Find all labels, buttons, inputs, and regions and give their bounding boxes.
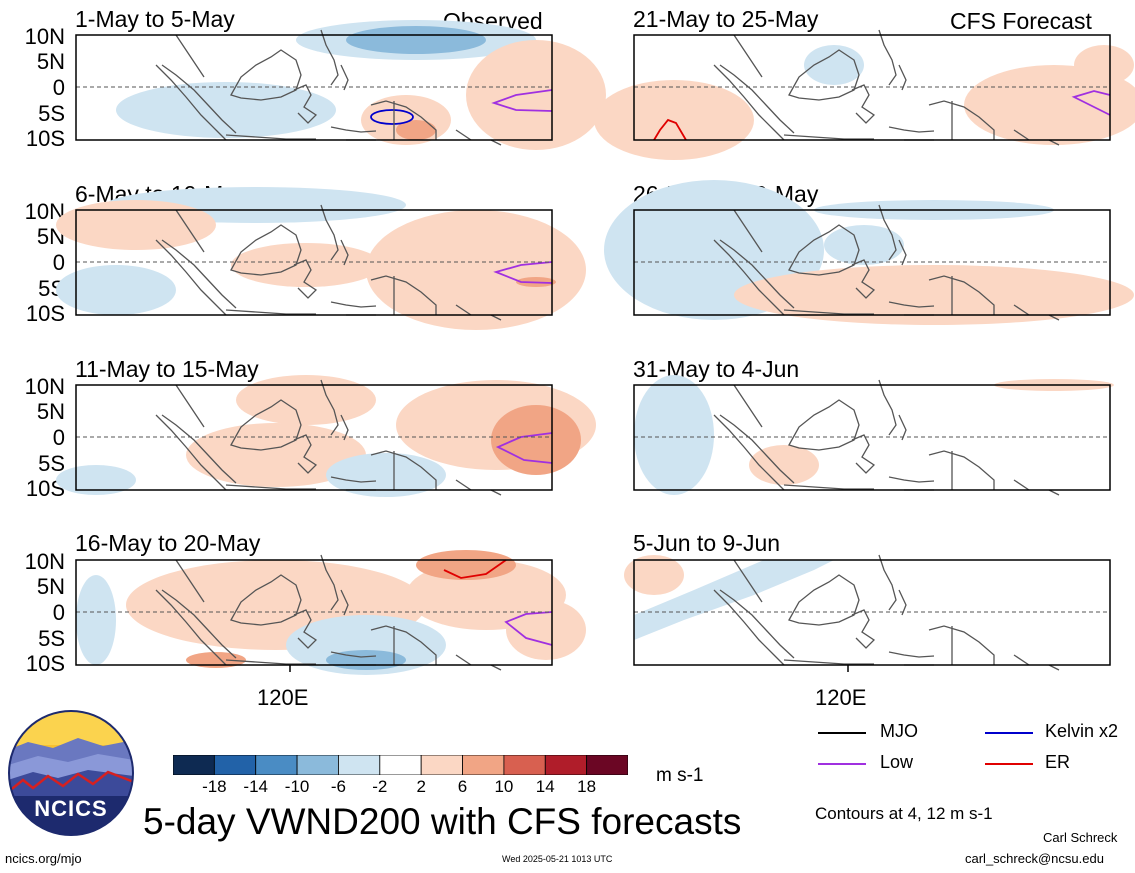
panel-left-2 [56,187,586,330]
colorbar-tick-label: -10 [284,777,310,796]
legend-line-kelvin [985,732,1033,734]
colorbar-tick-label: -2 [372,777,388,796]
lat-label-5s: 5S [38,101,65,126]
panel-left-1 [75,20,606,150]
panel-left-1-title: 1-May to 5-May [75,6,235,32]
colorbar-swatch [338,754,381,776]
colorbar-tick-label: -6 [330,777,347,796]
panel-left-4-title: 16-May to 20-May [75,530,261,556]
legend-label-kelvin: Kelvin x2 [1045,721,1119,741]
panel-left-3-title: 11-May to 15-May [75,356,259,382]
panel-right-3 [633,375,1114,496]
lat-label-0: 0 [52,600,65,625]
footer-author: Carl Schreck [1043,830,1118,845]
panel-right-3-title: 31-May to 4-Jun [633,356,800,382]
panel-right-2 [604,180,1134,325]
colorbar-swatch [213,754,257,776]
legend-line-low [818,763,866,765]
lat-label-5n: 5N [36,399,65,424]
lat-label-10s: 10S [25,301,65,326]
footer-url: ncics.org/mjo [5,851,82,866]
lat-label-0: 0 [52,250,65,275]
colorbar-tick-label: 18 [577,777,597,796]
lat-label-10n: 10N [24,24,65,49]
legend-label-er: ER [1045,752,1071,772]
legend-line-mjo [818,732,866,734]
lat-label-10n: 10N [24,549,65,574]
lat-label-5n: 5N [36,574,65,599]
panel-right-1-tag: CFS Forecast [950,8,1092,34]
lat-label-10s: 10S [25,126,65,151]
lat-label-10s: 10S [25,651,65,676]
panel-right-4 [624,554,1111,671]
legend-line-er [985,763,1033,765]
ncics-logo-text: NCICS [34,796,108,821]
colorbar-swatch [296,754,339,776]
colorbar-tick-label: -14 [243,777,268,796]
ncics-logo-graphic [8,710,134,836]
colorbar-swatch [379,754,422,776]
panel-right-4-title: 5-Jun to 9-Jun [633,530,781,556]
colorbar-tick-label: 14 [535,777,555,796]
panel-right-1 [594,29,1135,160]
colorbar-swatch [420,754,463,776]
colorbar-tick-label: -18 [202,777,227,796]
lat-label-10n: 10N [24,199,65,224]
footer-email: carl_schreck@ncsu.edu [965,851,1104,866]
panel-right-1-title: 21-May to 25-May [633,6,819,32]
lon-label-right: 120E [815,685,867,710]
lat-label-0: 0 [52,425,65,450]
lat-label-5s: 5S [38,626,65,651]
lat-label-5n: 5N [36,224,65,249]
contours-note: Contours at 4, 12 m s-1 [815,804,993,823]
colorbar-swatch [586,754,629,776]
main-title: 5-day VWND200 with CFS forecasts [143,801,742,842]
lat-label-0: 0 [52,75,65,100]
colorbar [172,754,629,780]
lat-label-10n: 10N [24,374,65,399]
legend-label-low: Low [880,752,914,772]
footer-timestamp: Wed 2025-05-21 1013 UTC [502,854,613,864]
map-panels [56,20,1135,675]
lon-label-left: 120E [257,685,309,710]
panel-left-4 [75,550,586,675]
colorbar-tick-label: 10 [494,777,514,796]
lat-label-5n: 5N [36,49,65,74]
colorbar-swatch [462,754,505,776]
colorbar-units: m s-1 [656,765,704,786]
lat-label-5s: 5S [38,451,65,476]
legend-label-mjo: MJO [880,721,918,741]
colorbar-swatches [172,754,629,776]
colorbar-swatch [544,754,588,776]
panel-left-3 [56,375,596,497]
colorbar-swatch [172,754,215,776]
colorbar-tick-label: 6 [457,777,468,796]
colorbar-tick-label: 2 [416,777,426,796]
lat-label-10s: 10S [25,476,65,501]
colorbar-swatch [503,754,546,776]
ncics-logo: NCICS [8,710,134,836]
colorbar-swatch [255,754,298,776]
